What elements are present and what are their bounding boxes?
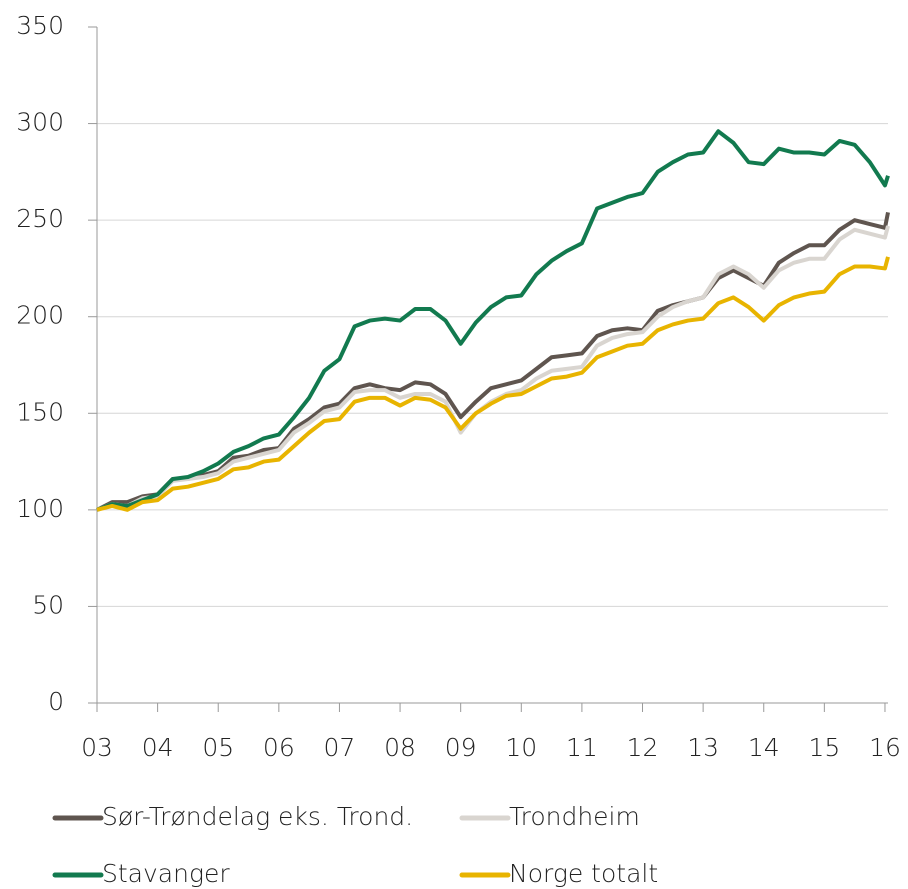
x-tick-label: 03 bbox=[81, 733, 113, 762]
legend-label: Sør-Trøndelag eks. Trond. bbox=[102, 802, 413, 831]
x-tick-label: 12 bbox=[627, 733, 659, 762]
x-tick-label: 16 bbox=[869, 733, 901, 762]
x-tick-label: 15 bbox=[808, 733, 840, 762]
y-tick-label: 50 bbox=[32, 590, 64, 619]
y-tick-label: 350 bbox=[16, 11, 64, 40]
x-tick-label: 10 bbox=[505, 733, 537, 762]
x-tick-label: 05 bbox=[202, 733, 234, 762]
y-tick-label: 300 bbox=[16, 108, 64, 137]
y-tick-label: 150 bbox=[16, 397, 64, 426]
y-tick-label: 200 bbox=[16, 301, 64, 330]
legend-label: Trondheim bbox=[509, 802, 640, 831]
y-tick-label: 250 bbox=[16, 204, 64, 233]
series-line bbox=[96, 225, 890, 512]
x-tick-label: 09 bbox=[445, 733, 477, 762]
x-tick-label: 07 bbox=[324, 733, 356, 762]
y-tick-label: 100 bbox=[16, 494, 64, 523]
series-line bbox=[96, 256, 890, 512]
x-tick-label: 13 bbox=[687, 733, 719, 762]
legend-label: Stavanger bbox=[102, 859, 230, 888]
legend-label: Norge totalt bbox=[509, 859, 658, 888]
x-tick-label: 14 bbox=[748, 733, 780, 762]
x-tick-label: 04 bbox=[142, 733, 174, 762]
y-tick-label: 0 bbox=[48, 687, 64, 716]
x-tick-label: 08 bbox=[384, 733, 416, 762]
x-tick-label: 11 bbox=[566, 733, 598, 762]
x-tick-label: 06 bbox=[263, 733, 295, 762]
series-line bbox=[96, 129, 890, 512]
